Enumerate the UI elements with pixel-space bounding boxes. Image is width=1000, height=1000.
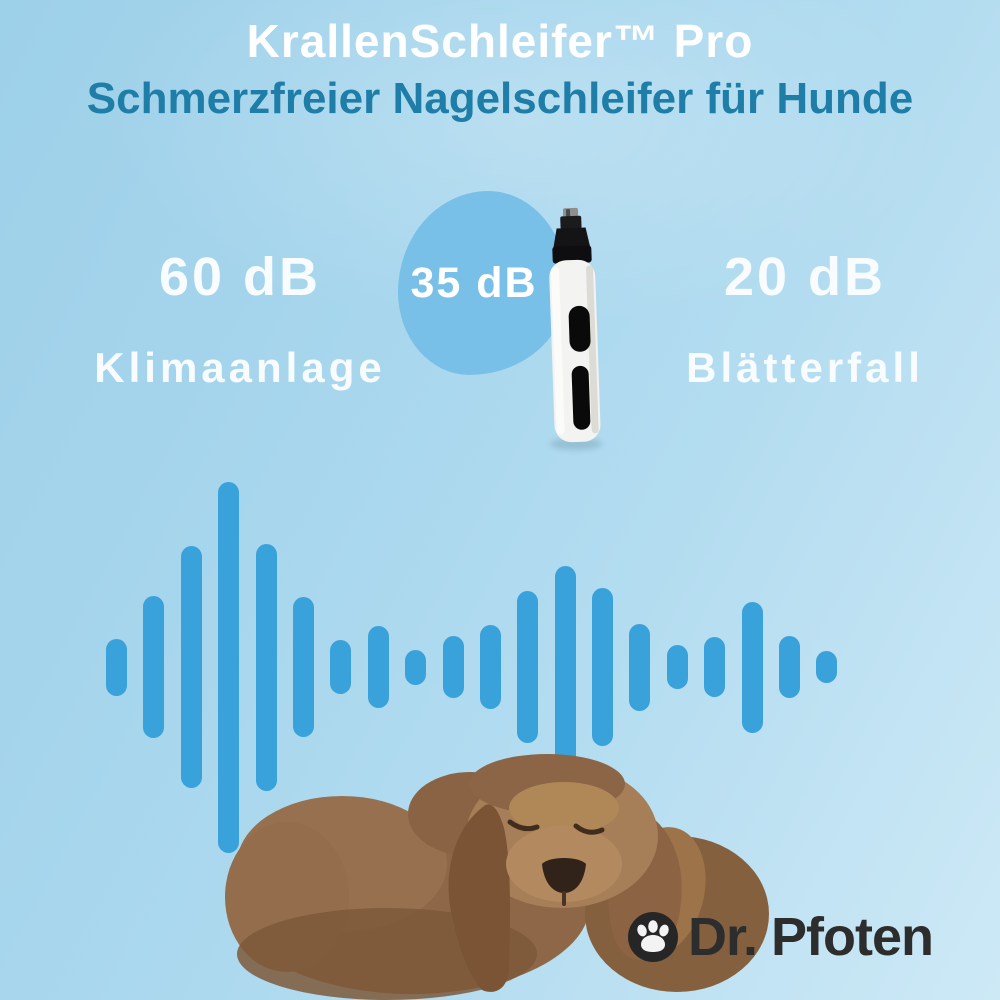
accent-blob bbox=[398, 191, 568, 375]
soundwave-bar bbox=[367, 626, 389, 708]
brand-logo: Dr. Pfoten bbox=[627, 906, 934, 968]
soundwave-bar bbox=[592, 588, 614, 746]
soundwave-bar bbox=[218, 481, 240, 853]
right-db-label: Blätterfall bbox=[686, 344, 924, 391]
comparison-right: 20 dB Blätterfall bbox=[618, 246, 992, 392]
soundwave-bar bbox=[741, 601, 763, 733]
soundwave-bar bbox=[143, 596, 165, 738]
soundwave-bar bbox=[479, 625, 501, 709]
soundwave-bar bbox=[330, 640, 352, 694]
soundwave-bar bbox=[779, 636, 801, 698]
sleeping-puppies-image bbox=[225, 754, 769, 1000]
product-shadow bbox=[550, 438, 602, 450]
soundwave-bar bbox=[292, 597, 314, 737]
soundwave-bar bbox=[666, 645, 688, 689]
left-db-value: 60 dB bbox=[158, 247, 322, 307]
soundwave-bar bbox=[442, 636, 464, 698]
soundwave-bar bbox=[816, 651, 838, 683]
paw-icon bbox=[628, 912, 678, 962]
comparison-left: 60 dB Klimaanlage bbox=[58, 246, 422, 392]
left-db-label: Klimaanlage bbox=[94, 344, 386, 391]
right-db-value: 20 dB bbox=[723, 247, 887, 307]
product-subtitle: Schmerzfreier Nagelschleifer für Hunde bbox=[86, 74, 914, 123]
soundwave-bar bbox=[704, 637, 726, 697]
product-db-value: 35 dB bbox=[410, 259, 538, 307]
soundwave-bar bbox=[554, 566, 576, 768]
brand-name: Dr. Pfoten bbox=[688, 907, 934, 967]
soundwave bbox=[106, 481, 838, 853]
product-title: KrallenSchleifer™ Pro bbox=[246, 15, 754, 67]
soundwave-bar bbox=[405, 649, 427, 685]
soundwave-bar bbox=[517, 591, 539, 743]
nail-grinder-product-image bbox=[549, 207, 601, 443]
soundwave-bar bbox=[255, 543, 277, 791]
soundwave-bar bbox=[629, 623, 651, 711]
soundwave-bar bbox=[106, 638, 127, 696]
soundwave-bar bbox=[180, 546, 202, 788]
